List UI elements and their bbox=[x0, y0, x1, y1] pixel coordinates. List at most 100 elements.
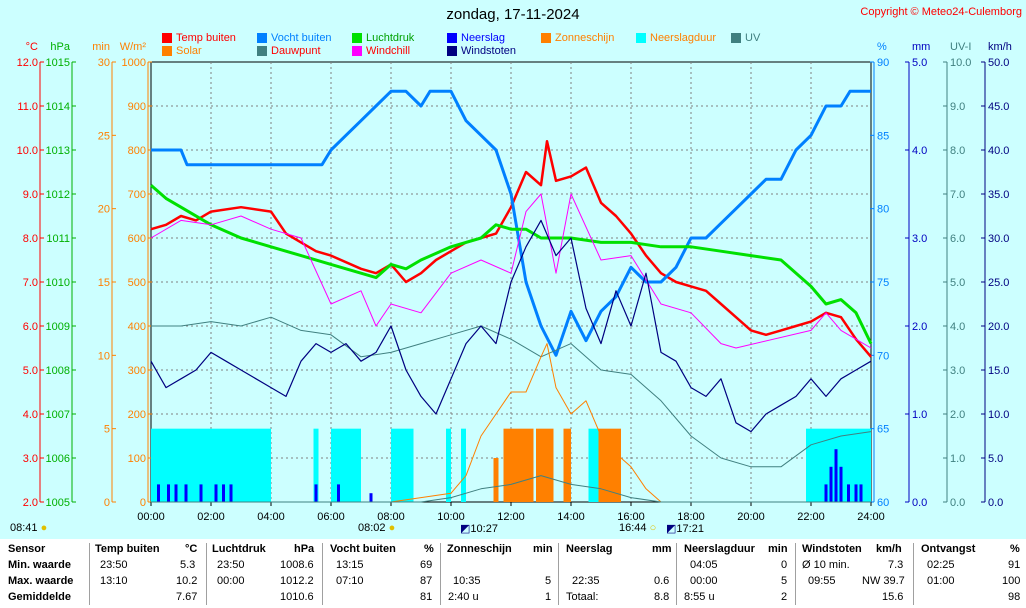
legend-windchill: Windchill bbox=[352, 45, 410, 57]
reception-min-value: 91 bbox=[1008, 559, 1021, 571]
tick-label-minutes: 5 bbox=[104, 424, 110, 436]
tick-label-solar: 200 bbox=[128, 409, 146, 421]
humidity-min-value: 69 bbox=[420, 559, 433, 571]
tick-label-rain: 3.0 bbox=[912, 233, 927, 245]
rain-bar bbox=[314, 484, 318, 502]
rainduration-min-value: 0 bbox=[781, 559, 788, 571]
humidity-min-time: 13:15 bbox=[336, 559, 364, 571]
legend-swatch bbox=[447, 33, 457, 43]
sun-icon: ● bbox=[388, 522, 396, 534]
divider bbox=[322, 543, 323, 605]
legend-swatch bbox=[541, 33, 551, 43]
axis-unit-minutes: min bbox=[92, 41, 110, 53]
rain-max-time: 22:35 bbox=[572, 575, 600, 587]
temp-max-value: 10.2 bbox=[176, 575, 198, 587]
tick-label-solar: 900 bbox=[128, 101, 146, 113]
x-tick-label: 24:00 bbox=[857, 511, 885, 523]
legend-gusts: Windstoten bbox=[447, 45, 516, 57]
rain-duration-bar bbox=[391, 428, 414, 502]
pressure-min-value: 1008.6 bbox=[280, 559, 314, 571]
legend-swatch bbox=[257, 46, 267, 56]
tick-label-wind: 5.0 bbox=[988, 453, 1003, 465]
rain-duration-bar bbox=[313, 428, 319, 502]
x-tick-label: 16:00 bbox=[617, 511, 645, 523]
tick-label-wind: 15.0 bbox=[988, 365, 1009, 377]
rainduration-total-time: 8:55 u bbox=[684, 591, 715, 603]
tick-label-rain: 4.0 bbox=[912, 145, 927, 157]
sunset-time: 16:44 ○ bbox=[619, 522, 657, 534]
header-rainduration: Neerslagduur bbox=[684, 543, 755, 555]
sunshine-max-value: 5 bbox=[545, 575, 552, 587]
axis-unit-wind: km/h bbox=[988, 41, 1012, 53]
header-reception-unit: % bbox=[1010, 543, 1020, 555]
tick-label-minutes: 25 bbox=[98, 130, 110, 142]
temp-min-time: 23:50 bbox=[100, 559, 128, 571]
gusts-avg-value: 15.6 bbox=[882, 591, 904, 603]
rain-bar bbox=[174, 484, 178, 502]
tick-label-minutes: 20 bbox=[98, 204, 110, 216]
rain-bar bbox=[337, 484, 340, 502]
axis-unit-humidity: % bbox=[877, 41, 887, 53]
rainduration-min-time: 04:05 bbox=[690, 559, 718, 571]
divider bbox=[558, 543, 559, 605]
chart-title: zondag, 17-11-2024 bbox=[446, 6, 580, 23]
axis-unit-solar: W/m² bbox=[120, 41, 147, 53]
x-tick-label: 20:00 bbox=[737, 511, 765, 523]
reception-min-time: 02:25 bbox=[927, 559, 955, 571]
tick-label-wind: 30.0 bbox=[988, 233, 1009, 245]
humidity-max-value: 87 bbox=[420, 575, 433, 587]
tick-label-uv: 1.0 bbox=[950, 453, 965, 465]
tick-label-humidity: 75 bbox=[877, 277, 889, 289]
tick-label-temp: 7.0 bbox=[23, 277, 38, 289]
copyright-link[interactable]: Copyright © Meteo24-Culemborg bbox=[860, 6, 1022, 18]
series-line-luchtdruk bbox=[150, 184, 873, 345]
rain-bar bbox=[229, 484, 233, 502]
row-label-min: Min. waarde bbox=[8, 559, 71, 571]
sunshine-bar bbox=[503, 428, 534, 502]
rainduration-max-value: 5 bbox=[781, 575, 788, 587]
header-pressure-unit: hPa bbox=[294, 543, 315, 555]
header-gusts: Windstoten bbox=[802, 543, 862, 555]
tick-label-rain: 2.0 bbox=[912, 321, 927, 333]
legend-pressure: Luchtdruk bbox=[352, 32, 414, 44]
rain-bar bbox=[199, 484, 203, 502]
tick-label-solar: 400 bbox=[128, 321, 146, 333]
tick-label-uv: 4.0 bbox=[950, 321, 965, 333]
gusts-max-time: 09:55 bbox=[808, 575, 836, 587]
moonrise-time: ◩10:27 bbox=[460, 523, 498, 535]
legend-rainduration: Neerslagduur bbox=[636, 32, 716, 44]
legend-uv: UV bbox=[731, 32, 760, 44]
header-reception: Ontvangst bbox=[921, 543, 976, 555]
sunrise-time: 08:41 ● bbox=[10, 522, 48, 534]
legend-swatch bbox=[352, 33, 362, 43]
rain-bar bbox=[157, 484, 160, 502]
rainduration-avg-value: 2 bbox=[781, 591, 788, 603]
gusts-min-label: Ø 10 min. bbox=[802, 559, 850, 571]
header-gusts-unit: km/h bbox=[876, 543, 902, 555]
tick-label-uv: 6.0 bbox=[950, 233, 965, 245]
humidity-max-time: 07:10 bbox=[336, 575, 364, 587]
tick-label-rain: 5.0 bbox=[912, 57, 927, 69]
series-line-solar bbox=[151, 343, 871, 503]
tick-label-minutes: 10 bbox=[98, 350, 110, 362]
rain-duration-bar bbox=[461, 428, 466, 502]
rain-total-value: 8.8 bbox=[654, 591, 670, 603]
rain-bar bbox=[859, 484, 863, 502]
x-tick-label: 00:00 bbox=[137, 511, 165, 523]
tick-label-solar: 1000 bbox=[122, 57, 146, 69]
tick-label-pressure: 1005 bbox=[46, 497, 70, 509]
axis-unit-pressure: hPa bbox=[50, 41, 70, 53]
tick-label-pressure: 1009 bbox=[46, 321, 70, 333]
tick-label-uv: 9.0 bbox=[950, 101, 965, 113]
rain-bar bbox=[824, 484, 828, 502]
sunshine-bar bbox=[493, 458, 499, 502]
rain-total-label: Totaal: bbox=[566, 591, 599, 603]
tick-label-pressure: 1008 bbox=[46, 365, 70, 377]
divider bbox=[913, 543, 914, 605]
legend-swatch bbox=[162, 46, 172, 56]
x-tick-label: 12:00 bbox=[497, 511, 525, 523]
divider bbox=[440, 543, 441, 605]
x-tick-label: 02:00 bbox=[197, 511, 225, 523]
header-pressure: Luchtdruk bbox=[212, 543, 266, 555]
tick-label-pressure: 1011 bbox=[46, 233, 70, 245]
